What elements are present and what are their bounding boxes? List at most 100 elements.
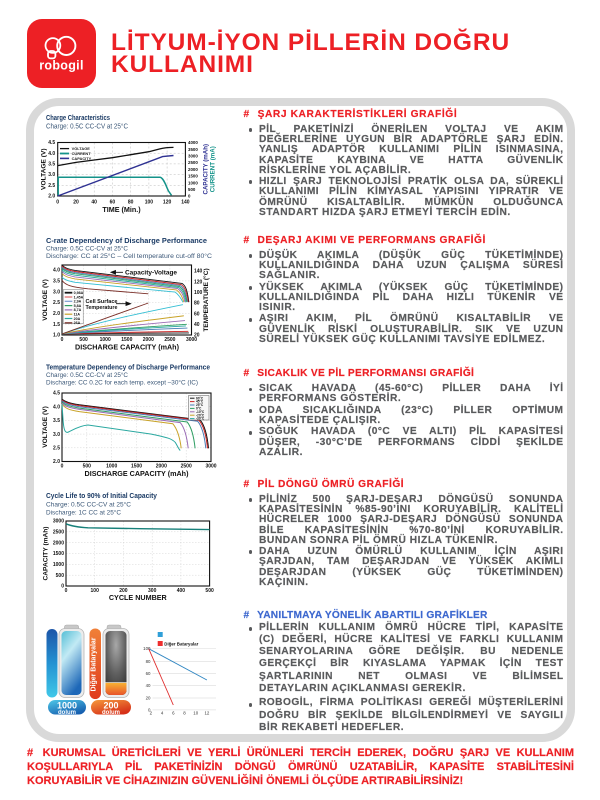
svg-text:200: 200 xyxy=(119,588,128,594)
svg-text:0: 0 xyxy=(188,194,191,199)
svg-text:3.0: 3.0 xyxy=(53,432,60,438)
svg-text:VOLTAGE (V): VOLTAGE (V) xyxy=(42,406,49,448)
svg-text:60°C: 60°C xyxy=(196,396,204,400)
svg-text:120: 120 xyxy=(194,279,203,285)
svg-text:Temperature: Temperature xyxy=(86,305,118,311)
svg-text:80: 80 xyxy=(194,301,200,307)
svg-text:Charge: 0.5C CC-CV at 25°C: Charge: 0.5C CC-CV at 25°C xyxy=(46,501,131,509)
svg-text:CURRENT (mA): CURRENT (mA) xyxy=(210,146,217,192)
svg-text:robogil: robogil xyxy=(39,59,83,73)
svg-text:2.5: 2.5 xyxy=(48,183,55,189)
svg-text:0: 0 xyxy=(65,588,68,594)
svg-text:Discharge: CC at 25°C – Cell t: Discharge: CC at 25°C – Cell temperature… xyxy=(46,252,212,260)
svg-text:1500: 1500 xyxy=(188,174,198,179)
svg-text:3000: 3000 xyxy=(205,464,216,470)
svg-text:Discharge: 1C CC at 25°C: Discharge: 1C CC at 25°C xyxy=(46,509,121,517)
svg-text:C-rate Dependency of Discharge: C-rate Dependency of Discharge Performan… xyxy=(46,236,207,245)
svg-text:2000: 2000 xyxy=(188,167,198,172)
svg-text:TEMPERATURE (°C): TEMPERATURE (°C) xyxy=(202,268,210,331)
svg-text:0: 0 xyxy=(61,337,64,343)
svg-text:2.0: 2.0 xyxy=(53,311,60,317)
svg-text:60: 60 xyxy=(194,311,200,317)
svg-text:Charge: 0.5C CC-CV at 25°C: Charge: 0.5C CC-CV at 25°C xyxy=(46,371,128,379)
svg-text:500: 500 xyxy=(56,573,65,579)
svg-text:dolum: dolum xyxy=(58,710,76,716)
svg-text:3.5: 3.5 xyxy=(53,418,60,424)
svg-text:2000: 2000 xyxy=(156,464,167,470)
svg-text:Charge Characteristics: Charge Characteristics xyxy=(46,113,110,122)
svg-text:2.0: 2.0 xyxy=(53,459,60,465)
svg-text:0°C: 0°C xyxy=(196,407,202,411)
svg-text:100: 100 xyxy=(143,646,151,651)
svg-text:4.0: 4.0 xyxy=(48,151,55,157)
svg-text:2000: 2000 xyxy=(53,540,64,546)
svg-text:400: 400 xyxy=(177,588,186,594)
svg-text:TIME (Min.): TIME (Min.) xyxy=(102,205,141,214)
svg-text:-20°C: -20°C xyxy=(196,413,205,417)
svg-text:3000: 3000 xyxy=(188,154,198,159)
svg-text:8,7A: 8,7A xyxy=(74,308,82,312)
svg-text:5,8A: 5,8A xyxy=(74,304,82,308)
svg-text:Diğer Bataryalar: Diğer Bataryalar xyxy=(164,641,198,646)
svg-text:2500: 2500 xyxy=(164,337,175,343)
svg-text:1,45A: 1,45A xyxy=(74,295,84,299)
svg-text:10: 10 xyxy=(193,711,198,716)
svg-text:dolum: dolum xyxy=(102,710,120,716)
svg-text:CURRENT: CURRENT xyxy=(72,151,92,156)
svg-text:2: 2 xyxy=(150,711,153,716)
svg-text:1000: 1000 xyxy=(188,180,198,185)
svg-text:4000: 4000 xyxy=(188,140,198,145)
svg-text:120: 120 xyxy=(163,200,172,206)
svg-text:Capacity-Voltage: Capacity-Voltage xyxy=(125,271,178,277)
svg-text:40: 40 xyxy=(194,322,200,328)
svg-text:4.0: 4.0 xyxy=(53,404,60,410)
svg-text:-10°C: -10°C xyxy=(196,410,205,414)
svg-text:2.5: 2.5 xyxy=(53,446,60,452)
svg-text:VOLTAGE (V): VOLTAGE (V) xyxy=(42,279,49,321)
svg-text:0: 0 xyxy=(56,200,59,206)
svg-text:500: 500 xyxy=(79,337,88,343)
svg-text:4: 4 xyxy=(161,711,164,716)
svg-text:2.5: 2.5 xyxy=(53,300,60,306)
svg-text:3.5: 3.5 xyxy=(48,162,55,168)
svg-text:20A: 20A xyxy=(74,317,81,321)
svg-text:1000: 1000 xyxy=(57,701,77,711)
svg-text:Charge: 0.5C CC-CV at 25°C: Charge: 0.5C CC-CV at 25°C xyxy=(46,123,128,131)
svg-text:12: 12 xyxy=(204,711,209,716)
svg-text:2,9A: 2,9A xyxy=(74,300,82,304)
svg-text:80: 80 xyxy=(146,659,151,664)
svg-text:3.0: 3.0 xyxy=(53,289,60,295)
svg-text:1000: 1000 xyxy=(106,464,117,470)
svg-text:3000: 3000 xyxy=(186,337,197,343)
svg-text:20: 20 xyxy=(146,696,151,701)
svg-text:3000: 3000 xyxy=(53,519,64,525)
svg-text:VOLTAGE: VOLTAGE xyxy=(72,146,91,151)
svg-text:1000: 1000 xyxy=(100,337,111,343)
svg-text:CAPACITY (mAh): CAPACITY (mAh) xyxy=(43,527,50,581)
svg-text:40: 40 xyxy=(91,200,97,206)
svg-text:DISCHARGE CAPACITY (mAh): DISCHARGE CAPACITY (mAh) xyxy=(75,343,180,352)
svg-text:2.0: 2.0 xyxy=(48,194,55,200)
svg-text:3500: 3500 xyxy=(188,147,198,152)
svg-text:500: 500 xyxy=(188,187,196,192)
svg-text:100: 100 xyxy=(194,290,203,296)
svg-text:2500: 2500 xyxy=(181,464,192,470)
svg-text:Cycle Life to 90% of Initial C: Cycle Life to 90% of Initial Capacity xyxy=(46,491,158,500)
svg-text:2500: 2500 xyxy=(53,530,64,536)
svg-text:6: 6 xyxy=(172,711,175,716)
svg-text:0,98A: 0,98A xyxy=(74,291,84,295)
svg-text:100: 100 xyxy=(145,200,154,206)
svg-text:2000: 2000 xyxy=(143,337,154,343)
svg-text:80: 80 xyxy=(128,200,134,206)
svg-text:20: 20 xyxy=(73,200,79,206)
svg-text:300: 300 xyxy=(148,588,157,594)
svg-text:1500: 1500 xyxy=(131,464,142,470)
svg-text:8: 8 xyxy=(183,711,186,716)
svg-text:26A: 26A xyxy=(74,321,81,325)
svg-text:1.0: 1.0 xyxy=(53,333,60,339)
svg-text:CAPACITY: CAPACITY xyxy=(72,156,92,161)
svg-text:-30°C: -30°C xyxy=(196,417,205,421)
svg-text:0: 0 xyxy=(61,464,64,470)
svg-text:1500: 1500 xyxy=(121,337,132,343)
svg-text:25°C: 25°C xyxy=(196,403,204,407)
